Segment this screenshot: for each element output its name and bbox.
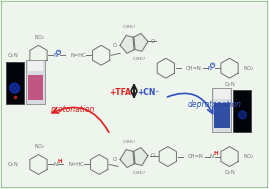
Text: C$_8$H$_{17}$: C$_8$H$_{17}$ <box>122 24 136 31</box>
Text: NO$_2$: NO$_2$ <box>34 33 45 42</box>
Circle shape <box>238 111 246 119</box>
FancyBboxPatch shape <box>27 75 44 100</box>
FancyBboxPatch shape <box>27 61 44 71</box>
Text: C$_8$H$_{17}$: C$_8$H$_{17}$ <box>132 170 146 177</box>
Text: C$_8$H$_{17}$: C$_8$H$_{17}$ <box>132 55 146 63</box>
FancyBboxPatch shape <box>6 62 24 104</box>
Polygon shape <box>133 148 148 166</box>
Polygon shape <box>120 35 135 53</box>
Text: N: N <box>53 162 58 167</box>
Circle shape <box>10 83 20 93</box>
FancyBboxPatch shape <box>212 88 232 132</box>
Text: +TFA: +TFA <box>109 88 131 97</box>
Text: CH=N: CH=N <box>186 66 201 71</box>
FancyBboxPatch shape <box>233 90 252 132</box>
Text: NO$_2$: NO$_2$ <box>34 142 45 151</box>
Text: N: N <box>208 66 212 71</box>
Text: CH=N: CH=N <box>188 154 203 159</box>
Text: O$_2$N: O$_2$N <box>7 51 19 60</box>
Text: N: N <box>53 53 58 58</box>
Text: C$_8$H$_{17}$: C$_8$H$_{17}$ <box>122 138 136 146</box>
Text: −: − <box>57 50 60 54</box>
Text: N: N <box>210 154 214 159</box>
Polygon shape <box>133 33 148 51</box>
Text: NO$_2$: NO$_2$ <box>243 152 255 161</box>
Text: H: H <box>214 151 218 156</box>
Text: O: O <box>151 39 155 44</box>
Text: deprotonation: deprotonation <box>187 100 242 109</box>
Text: N=HC: N=HC <box>70 53 86 58</box>
FancyBboxPatch shape <box>214 103 229 128</box>
Text: O$_2$N: O$_2$N <box>7 160 19 169</box>
Text: O: O <box>151 153 155 158</box>
Text: O: O <box>113 43 117 48</box>
Text: O$_2$N: O$_2$N <box>224 168 235 177</box>
Text: protonation: protonation <box>50 105 94 114</box>
Text: +CN⁻: +CN⁻ <box>137 88 159 97</box>
Text: O$_2$N: O$_2$N <box>224 80 235 89</box>
Text: O: O <box>113 157 117 162</box>
Polygon shape <box>120 149 135 167</box>
Text: H: H <box>57 159 62 164</box>
FancyBboxPatch shape <box>214 89 229 99</box>
Text: −: − <box>211 63 214 67</box>
Text: NO$_2$: NO$_2$ <box>243 64 255 73</box>
FancyBboxPatch shape <box>26 60 45 104</box>
Text: N=HC: N=HC <box>68 162 84 167</box>
